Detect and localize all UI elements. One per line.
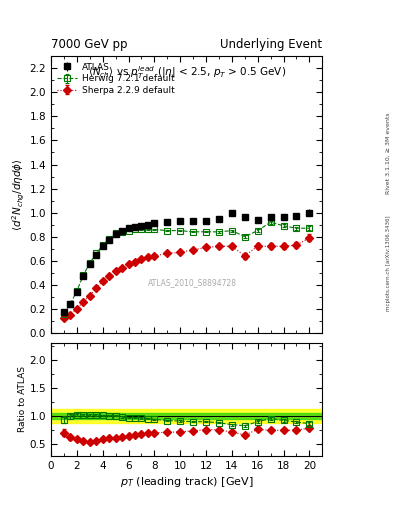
Text: Underlying Event: Underlying Event	[220, 38, 322, 51]
Bar	[51, 410, 322, 423]
Text: 7000 GeV pp: 7000 GeV pp	[51, 38, 128, 51]
Text: ATLAS_2010_S8894728: ATLAS_2010_S8894728	[148, 279, 237, 288]
Y-axis label: Ratio to ATLAS: Ratio to ATLAS	[18, 367, 27, 432]
Legend: ATLAS, Herwig 7.2.1 default, Sherpa 2.2.9 default: ATLAS, Herwig 7.2.1 default, Sherpa 2.2.…	[55, 61, 176, 97]
Text: $\langle N_{ch}\rangle$ vs $p_T^{lead}$ ($|\eta|$ < 2.5, $p_T$ > 0.5 GeV): $\langle N_{ch}\rangle$ vs $p_T^{lead}$ …	[88, 65, 286, 81]
Text: Rivet 3.1.10, ≥ 3M events: Rivet 3.1.10, ≥ 3M events	[386, 112, 391, 194]
Text: mcplots.cern.ch [arXiv:1306.3436]: mcplots.cern.ch [arXiv:1306.3436]	[386, 216, 391, 311]
Bar	[51, 414, 322, 419]
Y-axis label: $\langle d^2 N_{chg}/d\eta d\phi \rangle$: $\langle d^2 N_{chg}/d\eta d\phi \rangle…	[11, 158, 27, 231]
X-axis label: $p_T$ (leading track) [GeV]: $p_T$ (leading track) [GeV]	[120, 475, 253, 489]
